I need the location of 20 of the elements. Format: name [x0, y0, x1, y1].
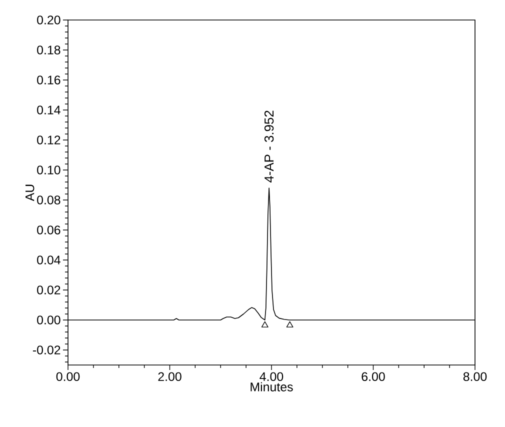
y-tick-label: 0.18 — [37, 46, 60, 54]
x-tick-label: 2.00 — [158, 372, 182, 382]
annotation: 4-AP - 3.952 — [264, 110, 274, 182]
y-axis-title: AU — [26, 184, 34, 202]
y-tick-label: 0.20 — [37, 16, 60, 24]
y-tick-label: 0.00 — [37, 316, 60, 324]
x-tick-label: 0.00 — [56, 372, 80, 382]
x-tick-label: 6.00 — [362, 372, 385, 382]
y-tick-label: 0.04 — [37, 256, 60, 264]
y-tick-label: 0.12 — [37, 136, 60, 144]
y-tick-label: -0.02 — [32, 346, 60, 354]
y-tick-label: 0.08 — [37, 196, 60, 204]
x-tick-label: 8.00 — [463, 372, 487, 382]
y-tick-label: 0.14 — [37, 106, 60, 114]
y-tick-label: 0.06 — [37, 226, 60, 234]
x-tick-label: 4.00 — [260, 372, 284, 382]
y-tick-label: 0.02 — [37, 286, 60, 294]
y-tick-label: 0.16 — [37, 76, 60, 84]
x-axis-title: Minutes — [250, 382, 293, 392]
y-tick-label: 0.10 — [37, 166, 60, 174]
